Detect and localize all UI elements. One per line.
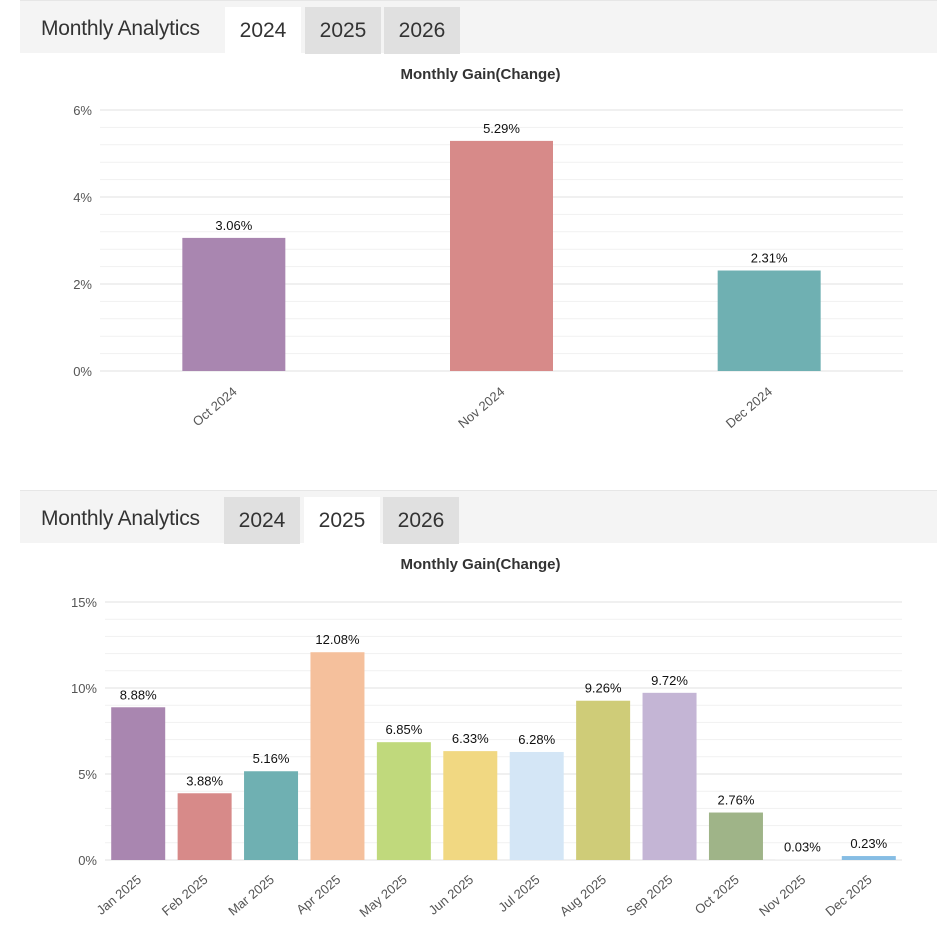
bar[interactable] bbox=[841, 856, 896, 860]
bar[interactable] bbox=[182, 237, 286, 371]
data-label: 6.28% bbox=[518, 732, 555, 747]
data-label: 6.85% bbox=[385, 722, 422, 737]
y-tick-label: 4% bbox=[73, 190, 92, 205]
x-tick-label: Mar 2025 bbox=[225, 872, 277, 919]
data-label: 12.08% bbox=[315, 632, 360, 647]
data-label: 8.88% bbox=[120, 687, 157, 702]
y-tick-label: 10% bbox=[71, 681, 97, 696]
x-tick-label: Nov 2024 bbox=[455, 384, 507, 431]
bar[interactable] bbox=[576, 700, 631, 860]
panel-title: Monthly Analytics bbox=[41, 17, 200, 40]
y-tick-label: 0% bbox=[73, 364, 92, 379]
bar[interactable] bbox=[775, 859, 830, 860]
data-label: 0.23% bbox=[850, 836, 887, 851]
x-tick-label: Dec 2024 bbox=[723, 384, 775, 431]
x-tick-label: Dec 2025 bbox=[822, 872, 874, 919]
data-label: 9.72% bbox=[651, 673, 688, 688]
x-tick-label: Oct 2025 bbox=[692, 872, 742, 917]
bar[interactable] bbox=[244, 771, 299, 860]
data-label: 2.31% bbox=[751, 251, 788, 266]
y-tick-label: 5% bbox=[78, 767, 97, 782]
y-tick-label: 15% bbox=[71, 595, 97, 610]
bar[interactable] bbox=[708, 812, 763, 860]
data-label: 9.26% bbox=[585, 681, 622, 696]
bar[interactable] bbox=[443, 751, 498, 860]
x-tick-label: Apr 2025 bbox=[293, 872, 343, 917]
x-tick-label: Jan 2025 bbox=[94, 872, 145, 918]
x-tick-label: Sep 2025 bbox=[623, 872, 675, 919]
bar[interactable] bbox=[450, 140, 553, 371]
panel-header: Monthly Analytics 2024 2025 2026 bbox=[20, 0, 937, 54]
tab-2026[interactable]: 2026 bbox=[383, 497, 459, 544]
bar[interactable] bbox=[642, 692, 697, 860]
bar[interactable] bbox=[310, 652, 365, 860]
bar[interactable] bbox=[717, 270, 821, 371]
data-label: 2.76% bbox=[718, 793, 755, 808]
bar[interactable] bbox=[177, 793, 232, 860]
tab-2024[interactable]: 2024 bbox=[224, 497, 300, 544]
data-label: 5.16% bbox=[253, 751, 290, 766]
chart-title: Monthly Gain(Change) bbox=[401, 66, 561, 83]
y-tick-label: 2% bbox=[73, 277, 92, 292]
tab-2026[interactable]: 2026 bbox=[384, 7, 460, 54]
data-label: 0.03% bbox=[784, 839, 821, 854]
analytics-panel-2024: Monthly Analytics 2024 2025 2026 Monthly… bbox=[20, 0, 937, 470]
data-label: 5.29% bbox=[483, 121, 520, 136]
panel-title: Monthly Analytics bbox=[41, 507, 200, 530]
tab-2024[interactable]: 2024 bbox=[225, 7, 301, 54]
x-tick-label: Aug 2025 bbox=[557, 872, 609, 919]
chart-title: Monthly Gain(Change) bbox=[401, 556, 561, 573]
monthly-gain-chart: Monthly Gain(Change) 0% 5% 10% 15% 8.88% Jan 2… bbox=[71, 556, 902, 920]
data-label: 3.88% bbox=[186, 773, 223, 788]
x-tick-label: Oct 2024 bbox=[190, 384, 240, 429]
x-tick-label: Feb 2025 bbox=[159, 872, 211, 919]
monthly-gain-chart: Monthly Gain(Change) 0% 2% 4% 6% 3.06% Oct 202… bbox=[73, 66, 903, 431]
panel-header: Monthly Analytics 2024 2025 2026 bbox=[20, 490, 937, 544]
bar[interactable] bbox=[111, 707, 166, 860]
x-tick-label: Jul 2025 bbox=[495, 872, 542, 915]
tab-2025[interactable]: 2025 bbox=[305, 7, 381, 54]
bar[interactable] bbox=[509, 751, 564, 860]
x-tick-label: Jun 2025 bbox=[426, 872, 477, 918]
x-tick-label: Nov 2025 bbox=[756, 872, 808, 919]
data-label: 6.33% bbox=[452, 731, 489, 746]
y-tick-label: 6% bbox=[73, 103, 92, 118]
y-tick-label: 0% bbox=[78, 853, 97, 868]
data-label: 3.06% bbox=[215, 218, 252, 233]
tab-2025[interactable]: 2025 bbox=[304, 497, 380, 544]
x-tick-label: May 2025 bbox=[356, 872, 409, 920]
bar[interactable] bbox=[376, 742, 431, 860]
analytics-panel-2025: Monthly Analytics 2024 2025 2026 Monthly… bbox=[20, 490, 937, 948]
